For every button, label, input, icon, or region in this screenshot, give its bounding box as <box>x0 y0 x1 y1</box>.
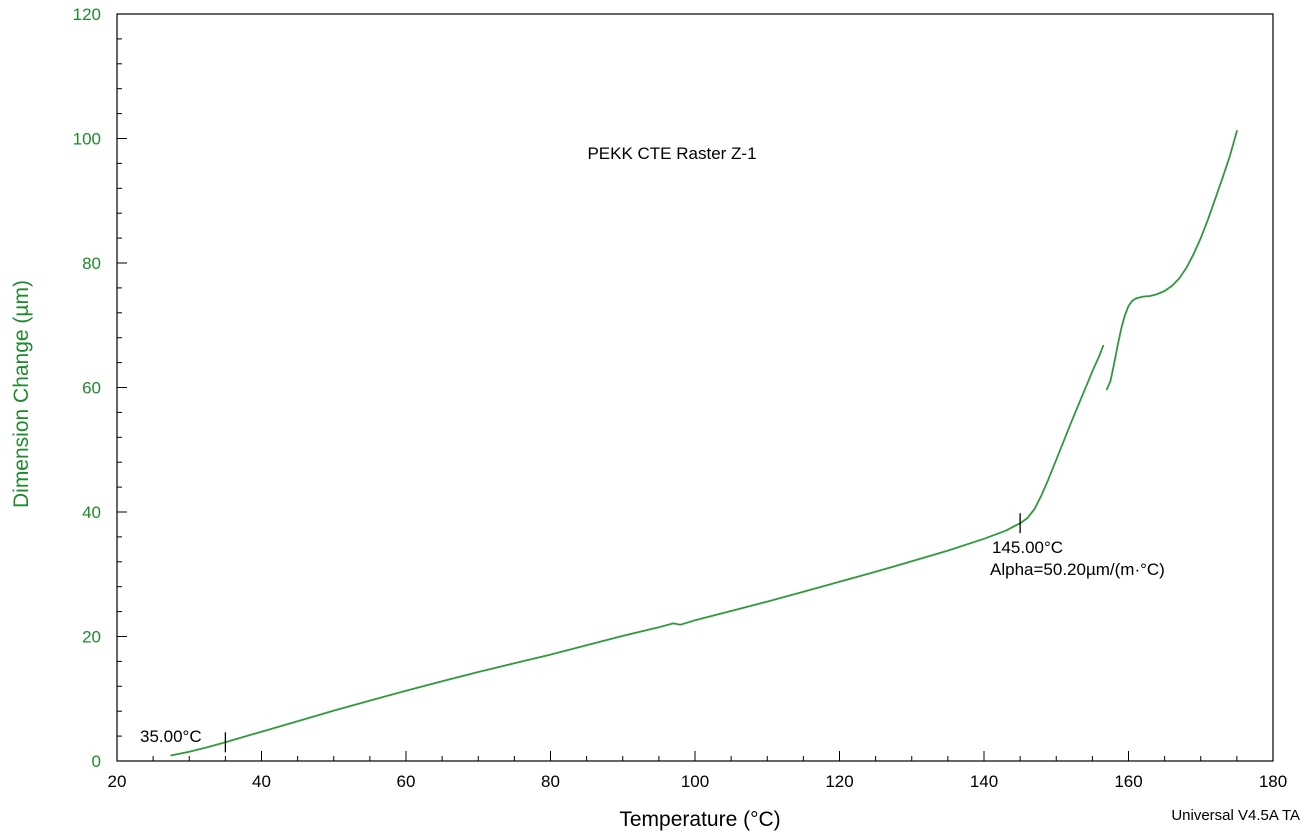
start-temp-annotation: 35.00°C <box>140 727 202 746</box>
x-tick-label: 60 <box>397 772 416 791</box>
y-tick-label: 120 <box>73 5 101 24</box>
plot-frame <box>116 13 1274 762</box>
y-tick-label: 20 <box>82 628 101 647</box>
y-tick-label: 100 <box>73 130 101 149</box>
x-tick-label: 140 <box>970 772 998 791</box>
y-axis-label: Dimension Change (µm) <box>10 280 33 508</box>
y-tick-label: 80 <box>82 254 101 273</box>
series-line <box>1105 130 1238 391</box>
y-tick-label: 0 <box>92 752 101 771</box>
chart-title: PEKK CTE Raster Z-1 <box>587 144 756 163</box>
end-temp-annotation: 145.00°C <box>992 538 1063 557</box>
x-axis-label: Temperature (°C) <box>619 808 780 831</box>
x-tick-label: 120 <box>825 772 853 791</box>
series-line <box>170 344 1105 757</box>
y-tick-label: 40 <box>82 503 101 522</box>
x-tick-label: 160 <box>1114 772 1142 791</box>
x-tick-label: 180 <box>1259 772 1287 791</box>
software-footer: Universal V4.5A TA <box>1171 807 1300 824</box>
x-tick-label: 40 <box>252 772 271 791</box>
alpha-annotation: Alpha=50.20µm/(m·°C) <box>990 560 1165 579</box>
y-tick-label: 60 <box>82 379 101 398</box>
x-tick-label: 20 <box>108 772 127 791</box>
x-tick-label: 100 <box>681 772 709 791</box>
x-tick-label: 80 <box>541 772 560 791</box>
